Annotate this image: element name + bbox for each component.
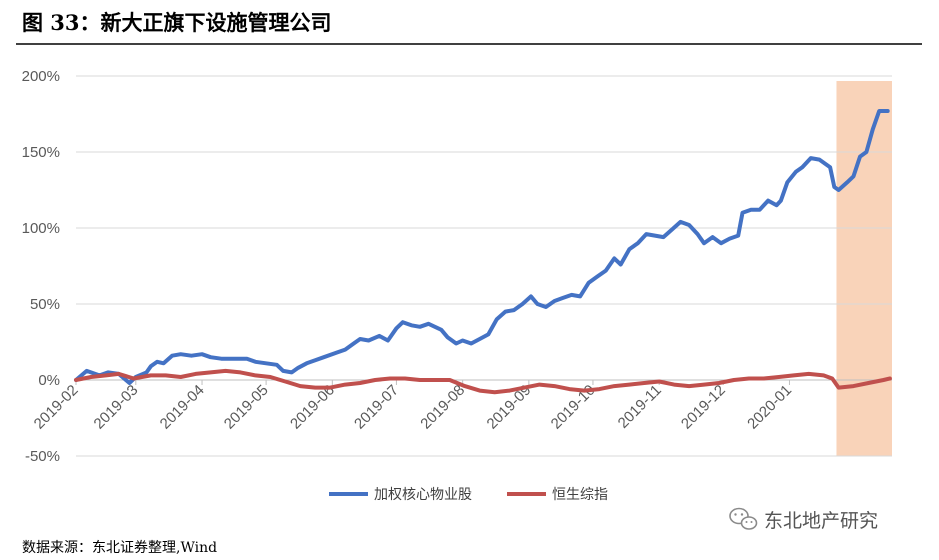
highlight-layer xyxy=(836,81,892,456)
watermark: 东北地产研究 xyxy=(729,507,878,532)
x-tick-label: 2019-12 xyxy=(678,382,729,433)
x-tick-label: 2020-01 xyxy=(744,382,795,433)
y-tick-label: 100% xyxy=(22,220,60,237)
figure-title: 图 33：新大正旗下设施管理公司 xyxy=(22,10,332,35)
wechat-icon xyxy=(729,507,758,530)
legend: 加权核心物业股 恒生综指 xyxy=(329,487,608,503)
legend-label-1: 加权核心物业股 xyxy=(374,487,472,503)
legend-label-2: 恒生综指 xyxy=(552,487,608,503)
source-note: 数据来源：东北证券整理,Wind xyxy=(22,540,217,556)
x-tick-label: 2019-03 xyxy=(91,382,142,433)
x-axis-ticks: 2019-02 2019-03 2019-04 2019-05 2019-06 2019-… xyxy=(31,382,795,433)
grid-layer xyxy=(75,75,892,457)
x-tick-label: 2019-02 xyxy=(31,382,82,433)
y-tick-label: 50% xyxy=(30,296,60,313)
y-axis-ticks: -50% 0% 50% 100% 150% 200% xyxy=(22,68,60,465)
series-line-2 xyxy=(74,368,892,395)
y-tick-label: -50% xyxy=(25,448,60,465)
series-layer xyxy=(74,109,892,395)
x-tick-label: 2019-11 xyxy=(615,382,665,432)
y-tick-label: 200% xyxy=(22,68,60,85)
y-tick-label: 0% xyxy=(38,372,60,389)
highlight-band xyxy=(836,81,892,456)
watermark-text: 东北地产研究 xyxy=(764,510,878,532)
x-tick-label: 2019-04 xyxy=(157,382,208,433)
y-tick-label: 150% xyxy=(22,144,60,161)
series-line-1 xyxy=(74,109,890,385)
x-tick-label: 2019-08 xyxy=(417,382,468,433)
x-tick-label: 2019-07 xyxy=(351,382,402,433)
x-tick-label: 2019-05 xyxy=(221,382,272,433)
